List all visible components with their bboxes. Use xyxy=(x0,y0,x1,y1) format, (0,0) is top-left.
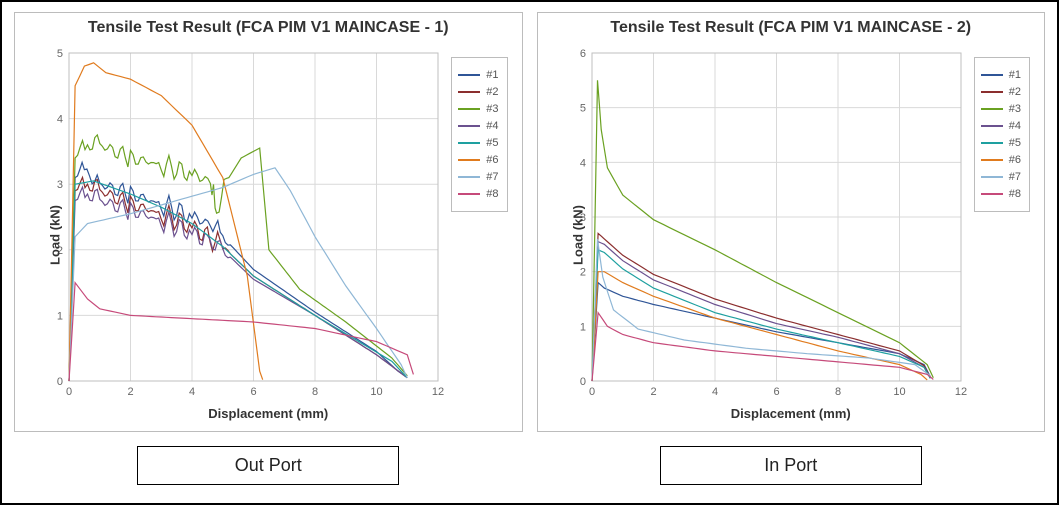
panel-title-right: Tensile Test Result (FCA PIM V1 MAINCASE… xyxy=(538,19,1045,37)
svg-text:10: 10 xyxy=(370,386,382,398)
legend-label: #8 xyxy=(1009,188,1021,200)
svg-text:12: 12 xyxy=(432,386,444,398)
svg-text:5: 5 xyxy=(579,103,585,115)
legend-item: #2 xyxy=(458,86,498,98)
svg-text:0: 0 xyxy=(57,376,63,388)
legend-swatch xyxy=(458,142,480,144)
legend-label: #3 xyxy=(1009,103,1021,115)
svg-text:0: 0 xyxy=(66,386,72,398)
legend-label: #7 xyxy=(1009,171,1021,183)
svg-text:8: 8 xyxy=(834,386,840,398)
legend-label: #8 xyxy=(486,188,498,200)
chart-legend: #1 #2 #3 #4 #5 #6 #7 #8 xyxy=(974,57,1030,212)
legend-swatch xyxy=(981,74,1003,76)
svg-text:4: 4 xyxy=(579,157,585,169)
legend-swatch xyxy=(981,125,1003,127)
legend-label: #4 xyxy=(1009,120,1021,132)
legend-item: #3 xyxy=(981,103,1021,115)
panel-right: Tensile Test Result (FCA PIM V1 MAINCASE… xyxy=(537,12,1046,432)
legend-item: #6 xyxy=(981,154,1021,166)
figure-outer: PHROW Tensile Test Result (FCA PIM V1 MA… xyxy=(0,0,1059,505)
svg-text:3: 3 xyxy=(57,179,63,191)
legend-swatch xyxy=(458,193,480,195)
legend-item: #4 xyxy=(458,120,498,132)
legend-swatch xyxy=(458,74,480,76)
svg-text:5: 5 xyxy=(57,48,63,60)
legend-item: #1 xyxy=(981,69,1021,81)
legend-item: #4 xyxy=(981,120,1021,132)
panel-left: Tensile Test Result (FCA PIM V1 MAINCASE… xyxy=(14,12,523,432)
legend-item: #6 xyxy=(458,154,498,166)
svg-text:6: 6 xyxy=(250,386,256,398)
svg-text:12: 12 xyxy=(954,386,966,398)
legend-swatch xyxy=(981,176,1003,178)
legend-item: #7 xyxy=(458,171,498,183)
legend-label: #5 xyxy=(1009,137,1021,149)
legend-item: #7 xyxy=(981,171,1021,183)
legend-swatch xyxy=(981,108,1003,110)
legend-swatch xyxy=(458,125,480,127)
legend-label: #5 xyxy=(486,137,498,149)
legend-label: #6 xyxy=(1009,154,1021,166)
legend-label: #2 xyxy=(486,86,498,98)
panel-title-left: Tensile Test Result (FCA PIM V1 MAINCASE… xyxy=(15,19,522,37)
chart-legend: #1 #2 #3 #4 #5 #6 #7 #8 xyxy=(451,57,507,212)
legend-item: #8 xyxy=(458,188,498,200)
legend-swatch xyxy=(981,159,1003,161)
svg-text:4: 4 xyxy=(189,386,195,398)
chart-right: 0246810120123456Load (kN)Displacement (m… xyxy=(546,47,1037,423)
legend-swatch xyxy=(458,159,480,161)
legend-label: #2 xyxy=(1009,86,1021,98)
y-axis-label: Load (kN) xyxy=(570,205,585,265)
panels-row: Tensile Test Result (FCA PIM V1 MAINCASE… xyxy=(14,12,1045,432)
svg-text:4: 4 xyxy=(57,114,63,126)
legend-item: #1 xyxy=(458,69,498,81)
legend-item: #3 xyxy=(458,103,498,115)
port-labels-row: Out Port In Port xyxy=(14,446,1045,485)
legend-swatch xyxy=(458,176,480,178)
svg-text:6: 6 xyxy=(579,48,585,60)
legend-label: #7 xyxy=(486,171,498,183)
port-label-right-cell: In Port xyxy=(537,446,1046,485)
legend-label: #1 xyxy=(1009,69,1021,81)
svg-text:10: 10 xyxy=(893,386,905,398)
legend-swatch xyxy=(981,193,1003,195)
svg-text:0: 0 xyxy=(579,376,585,388)
legend-label: #1 xyxy=(486,69,498,81)
legend-item: #2 xyxy=(981,86,1021,98)
svg-text:8: 8 xyxy=(312,386,318,398)
svg-text:0: 0 xyxy=(588,386,594,398)
legend-item: #5 xyxy=(981,137,1021,149)
legend-item: #8 xyxy=(981,188,1021,200)
svg-text:2: 2 xyxy=(579,267,585,279)
legend-swatch xyxy=(458,108,480,110)
y-axis-label: Load (kN) xyxy=(47,205,62,265)
legend-label: #3 xyxy=(486,103,498,115)
port-label-left-cell: Out Port xyxy=(14,446,523,485)
legend-swatch xyxy=(981,91,1003,93)
svg-text:1: 1 xyxy=(57,310,63,322)
legend-swatch xyxy=(458,91,480,93)
svg-text:2: 2 xyxy=(127,386,133,398)
svg-text:2: 2 xyxy=(650,386,656,398)
svg-text:4: 4 xyxy=(711,386,717,398)
legend-label: #6 xyxy=(486,154,498,166)
port-label-right: In Port xyxy=(660,446,922,485)
legend-swatch xyxy=(981,142,1003,144)
svg-text:1: 1 xyxy=(579,321,585,333)
chart-left: 024681012012345Load (kN)Displacement (mm… xyxy=(23,47,514,423)
legend-label: #4 xyxy=(486,120,498,132)
x-axis-label: Displacement (mm) xyxy=(23,406,514,421)
x-axis-label: Displacement (mm) xyxy=(546,406,1037,421)
svg-text:6: 6 xyxy=(773,386,779,398)
port-label-left: Out Port xyxy=(137,446,399,485)
legend-item: #5 xyxy=(458,137,498,149)
